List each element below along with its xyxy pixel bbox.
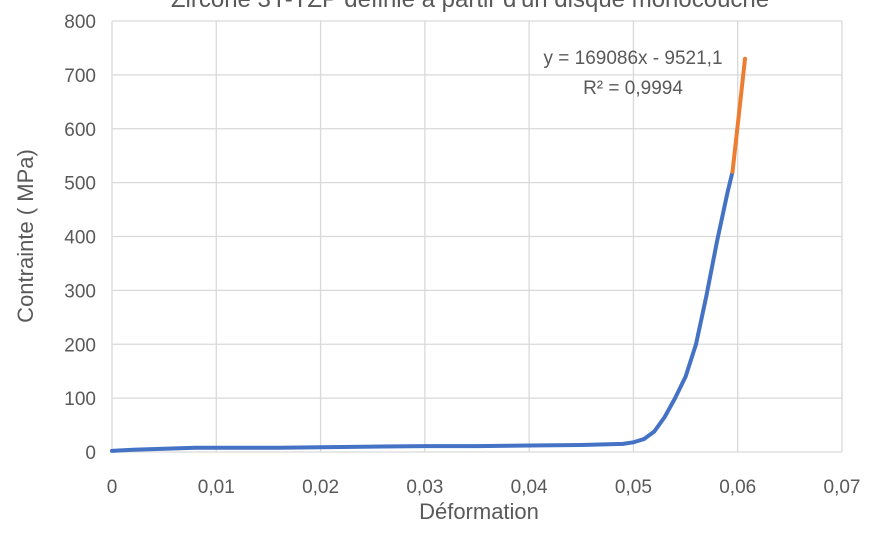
x-tick-label: 0,02 [302,477,339,498]
y-axis-title: Contrainte ( MPa) [13,149,38,323]
y-tick-label: 0 [85,443,96,464]
data-point [715,240,719,244]
data-point [131,448,135,452]
data-point [652,429,657,434]
data-point [162,446,166,451]
y-tick-label: 500 [64,174,96,195]
data-point [193,445,198,450]
data-point [621,442,625,446]
data-point [642,437,646,441]
data-point [235,445,239,450]
data-point [475,444,479,448]
x-tick-label: 0,01 [198,477,235,498]
data-point [743,56,747,61]
data-point [318,445,323,449]
data-point [579,443,584,447]
x-tick-label: 0,05 [615,477,652,498]
data-point [370,444,375,449]
data-point [704,293,709,298]
trendline-r-squared: R² = 0,9994 [583,78,683,99]
x-tick-label: 0,07 [824,477,861,498]
y-tick-label: 100 [64,389,96,410]
data-point [694,342,698,347]
y-tick-label: 300 [64,281,96,302]
data-point [725,191,730,196]
y-tick-label: 600 [64,120,96,141]
data-point [277,445,281,450]
stress-strain-series-line [110,169,735,453]
data-point [673,396,677,400]
x-tick-label: 0,03 [406,477,443,498]
data-point [683,374,688,379]
data-point [423,444,427,448]
x-tick-label: 0,04 [511,477,548,498]
data-point [527,443,531,448]
data-point [662,415,667,419]
x-axis-title: Déformation [419,499,539,524]
tick-labels: 0 100 200 300 400 500 600 700 800 0 0,01 0,02 0,03 0,… [64,12,860,498]
trendline-equation: y = 169086x - 9521,1 [543,48,722,69]
data-point [736,113,741,118]
gridlines [111,20,843,453]
chart-title: Zircone 3Y-TZP définie à partir d'un dis… [171,0,769,13]
y-tick-label: 400 [64,228,96,249]
y-tick-label: 200 [64,335,96,356]
y-tick-label: 700 [64,66,96,87]
data-point [730,170,735,174]
data-series [110,56,747,453]
y-tick-label: 800 [64,12,96,33]
x-tick-label: 0 [107,477,118,498]
data-point [631,440,636,445]
data-point [110,449,114,453]
x-tick-label: 0,06 [719,477,756,498]
